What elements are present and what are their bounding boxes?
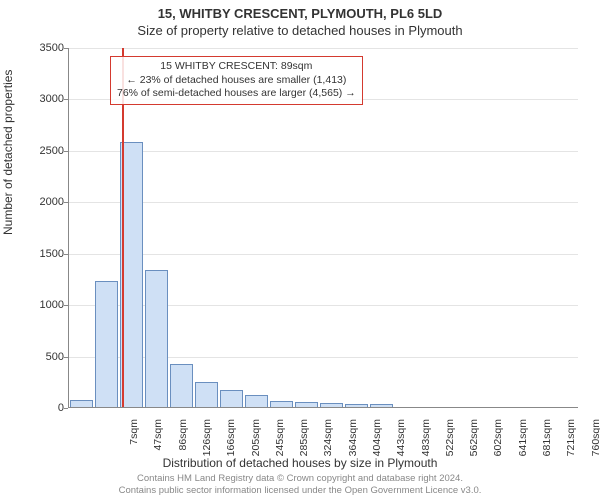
histogram-bar bbox=[245, 395, 268, 407]
y-tick-mark bbox=[64, 151, 68, 152]
annotation-line-1: 15 WHITBY CRESCENT: 89sqm bbox=[117, 60, 356, 74]
y-tick-label: 3000 bbox=[24, 93, 64, 105]
histogram-bar bbox=[195, 382, 218, 407]
histogram-bar bbox=[145, 270, 168, 407]
histogram-bar bbox=[345, 404, 368, 407]
histogram-bar bbox=[95, 281, 118, 408]
y-tick-label: 2000 bbox=[24, 196, 64, 208]
footer-line-2: Contains public sector information licen… bbox=[0, 485, 600, 497]
y-tick-label: 1500 bbox=[24, 248, 64, 260]
histogram-bar bbox=[270, 401, 293, 407]
histogram-bar bbox=[320, 403, 343, 407]
y-tick-label: 0 bbox=[24, 402, 64, 414]
x-axis-label: Distribution of detached houses by size … bbox=[0, 456, 600, 470]
histogram-bar bbox=[170, 364, 193, 407]
histogram-bar bbox=[295, 402, 318, 407]
footer-line-1: Contains HM Land Registry data © Crown c… bbox=[0, 473, 600, 485]
y-tick-label: 2500 bbox=[24, 145, 64, 157]
y-tick-mark bbox=[64, 254, 68, 255]
y-tick-mark bbox=[64, 408, 68, 409]
annotation-line-2: ← 23% of detached houses are smaller (1,… bbox=[117, 74, 356, 88]
y-tick-label: 500 bbox=[24, 351, 64, 363]
y-tick-mark bbox=[64, 99, 68, 100]
histogram-bar bbox=[70, 400, 93, 407]
y-tick-mark bbox=[64, 202, 68, 203]
footer-attribution: Contains HM Land Registry data © Crown c… bbox=[0, 473, 600, 497]
histogram-bar bbox=[220, 390, 243, 407]
y-tick-mark bbox=[64, 48, 68, 49]
histogram-bar bbox=[370, 404, 393, 407]
y-tick-mark bbox=[64, 357, 68, 358]
chart-title-sub: Size of property relative to detached ho… bbox=[0, 21, 600, 38]
y-tick-label: 3500 bbox=[24, 42, 64, 54]
annotation-line-3: 76% of semi-detached houses are larger (… bbox=[117, 87, 356, 101]
y-axis-label: Number of detached properties bbox=[1, 70, 15, 235]
chart-title-main: 15, WHITBY CRESCENT, PLYMOUTH, PL6 5LD bbox=[0, 0, 600, 21]
y-tick-label: 1000 bbox=[24, 299, 64, 311]
annotation-box: 15 WHITBY CRESCENT: 89sqm ← 23% of detac… bbox=[110, 56, 363, 105]
y-tick-mark bbox=[64, 305, 68, 306]
